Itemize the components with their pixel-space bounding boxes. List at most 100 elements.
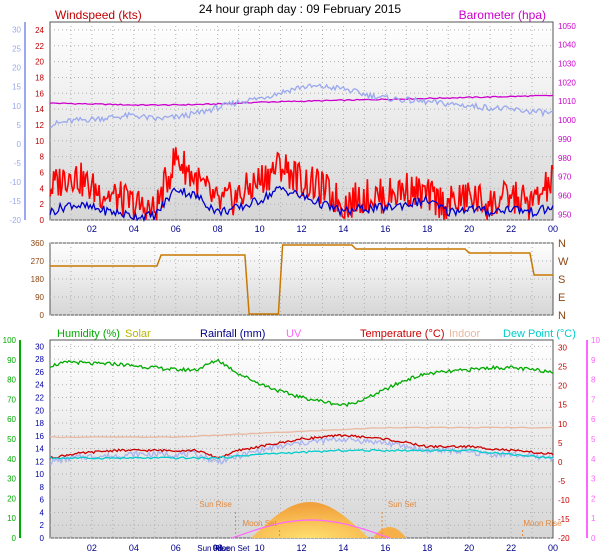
windspeed-tick-label: 4 bbox=[40, 184, 45, 193]
direction-series bbox=[50, 244, 553, 315]
climate-panel: Sun Rise Sun Set Moon Set Moon Rise Sun Rise… bbox=[3, 328, 600, 553]
temperature-tick-label: -5 bbox=[558, 477, 566, 486]
uv-tick-label: 3 bbox=[591, 475, 596, 484]
legend-entry: Temperature (°C) bbox=[360, 328, 444, 340]
uv-tick-label: 9 bbox=[591, 356, 596, 365]
rainfall-tick-label: 20 bbox=[35, 406, 44, 415]
barometer-tick-label: 980 bbox=[558, 154, 572, 163]
climate-series bbox=[49, 358, 554, 465]
wind-series bbox=[49, 83, 554, 223]
x-tick-label: 06 bbox=[171, 543, 181, 553]
far-left-tick-label: -15 bbox=[9, 197, 21, 206]
windspeed-tick-label: 24 bbox=[35, 26, 44, 35]
legend-entry: Rainfall (mm) bbox=[200, 328, 265, 340]
humidity-tick-label: 70 bbox=[7, 395, 16, 404]
rainfall-tick-label: 6 bbox=[40, 496, 45, 505]
x-tick-label: 10 bbox=[255, 224, 265, 234]
windspeed-axis-label: Windspeed (kts) bbox=[55, 8, 142, 22]
compass-label: S bbox=[558, 274, 565, 286]
x-tick-label: 14 bbox=[338, 543, 348, 553]
far-left-tick-label: 25 bbox=[12, 45, 21, 54]
far-left-tick-label: 20 bbox=[12, 64, 21, 73]
far-left-tick-label: 0 bbox=[17, 140, 22, 149]
rainfall-tick-label: 10 bbox=[35, 470, 44, 479]
windspeed-tick-label: 2 bbox=[40, 200, 45, 209]
uv-tick-label: 7 bbox=[591, 395, 596, 404]
barometer-tick-label: 950 bbox=[558, 210, 572, 219]
barometer-tick-label: 990 bbox=[558, 135, 572, 144]
direction-axis: 0 90 180 270 360 bbox=[31, 239, 45, 320]
uv-tick-label: 1 bbox=[591, 514, 596, 523]
windspeed-tick-label: 14 bbox=[35, 105, 44, 114]
sun-curve bbox=[232, 502, 407, 539]
temperature-tick-label: 15 bbox=[558, 401, 567, 410]
barometer-tick-label: 1020 bbox=[558, 78, 576, 87]
barometer-tick-label: 970 bbox=[558, 173, 572, 182]
rainfall-tick-label: 18 bbox=[35, 419, 44, 428]
annotation-label: Sun Set bbox=[388, 500, 417, 509]
far-left-tick-label: -10 bbox=[9, 178, 21, 187]
humidity-tick-label: 50 bbox=[7, 435, 16, 444]
barometer-tick-label: 960 bbox=[558, 191, 572, 200]
humidity-axis: 0 10 20 30 40 50 60 70 80 90 100 bbox=[3, 336, 17, 543]
x-tick-label: 06 bbox=[171, 224, 181, 234]
x-tick-label: 22 bbox=[506, 224, 516, 234]
annotation-label: Moon Rise bbox=[523, 519, 562, 528]
legend-entry: Dew Point (°C) bbox=[503, 328, 576, 340]
windspeed-tick-label: 22 bbox=[35, 42, 44, 51]
far-left-tick-label: -20 bbox=[9, 216, 21, 225]
legend-entry: Solar bbox=[125, 328, 151, 340]
climate-x-axis: 02 04 06 08 10 12 14 16 18 20 22 00 bbox=[87, 543, 558, 553]
windspeed-tick-label: 20 bbox=[35, 58, 44, 67]
humidity-tick-label: 40 bbox=[7, 455, 16, 464]
direction-tick-label: 90 bbox=[35, 293, 44, 302]
x-tick-label: 00 bbox=[548, 543, 558, 553]
annotation-label: Sun Rise bbox=[197, 544, 230, 553]
x-tick-label: 00 bbox=[548, 224, 558, 234]
x-tick-label: 18 bbox=[422, 224, 432, 234]
humidity-tick-label: 90 bbox=[7, 356, 16, 365]
temperature-tick-label: -10 bbox=[558, 496, 570, 505]
compass-label: N bbox=[558, 238, 566, 250]
uv-tick-label: 8 bbox=[591, 376, 596, 385]
rainfall-tick-label: 24 bbox=[35, 381, 44, 390]
x-tick-label: 08 bbox=[213, 543, 223, 553]
uv-tick-label: 5 bbox=[591, 435, 596, 444]
rainfall-tick-label: 14 bbox=[35, 445, 44, 454]
barometer-line bbox=[49, 94, 554, 107]
rainfall-tick-label: 4 bbox=[40, 508, 45, 517]
far-left-tick-label: 10 bbox=[12, 102, 21, 111]
x-tick-label: 12 bbox=[296, 543, 306, 553]
temperature-line bbox=[49, 434, 554, 460]
temperature-tick-label: 5 bbox=[558, 439, 563, 448]
barometer-axis-label: Barometer (hpa) bbox=[459, 8, 546, 22]
x-tick-label: 10 bbox=[255, 543, 265, 553]
temperature-axis: -20 -15 -10 -5 0 5 10 15 20 25 30 bbox=[558, 344, 570, 543]
barometer-tick-label: 1010 bbox=[558, 97, 576, 106]
rainfall-tick-label: 30 bbox=[35, 342, 44, 351]
x-tick-label: 18 bbox=[422, 543, 432, 553]
x-tick-label: 20 bbox=[464, 543, 474, 553]
windspeed-tick-label: 10 bbox=[35, 137, 44, 146]
uv-tick-label: 0 bbox=[591, 534, 596, 543]
direction-tick-label: 180 bbox=[31, 275, 45, 284]
annotation-label: Moon Set bbox=[242, 519, 277, 528]
far-left-tick-label: -5 bbox=[14, 159, 22, 168]
page-title: 24 hour graph day : 09 February 2015 bbox=[199, 2, 401, 16]
far-left-axis: -20 -15 -10 -5 0 5 10 15 20 25 30 bbox=[9, 26, 21, 225]
compass-label: E bbox=[558, 292, 565, 304]
humidity-tick-label: 60 bbox=[7, 415, 16, 424]
annotation-label: Moon Set bbox=[215, 544, 250, 553]
temperature-tick-label: -15 bbox=[558, 515, 570, 524]
wind-x-axis: 02 04 06 08 10 12 14 16 18 20 22 00 bbox=[87, 224, 558, 234]
climate-grid bbox=[50, 340, 553, 539]
barometer-tick-label: 1050 bbox=[558, 22, 576, 31]
rainfall-tick-label: 8 bbox=[40, 483, 45, 492]
uv-tick-label: 4 bbox=[591, 455, 596, 464]
legend-entry: UV bbox=[286, 328, 302, 340]
